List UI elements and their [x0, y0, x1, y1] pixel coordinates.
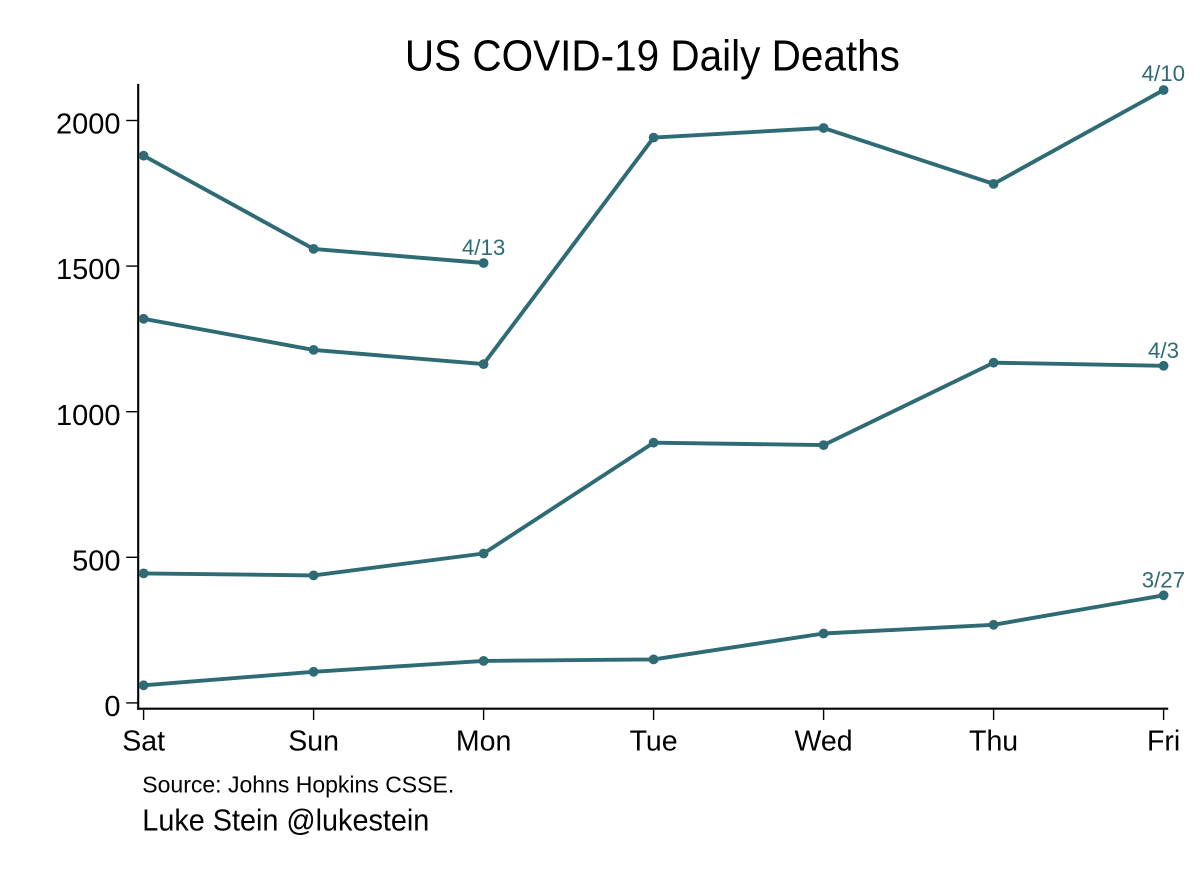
svg-text:1000: 1000 — [56, 400, 121, 432]
svg-text:Thu: Thu — [969, 725, 1018, 757]
svg-text:Mon: Mon — [456, 725, 511, 757]
svg-text:Wed: Wed — [795, 725, 853, 757]
svg-text:US COVID-19 Daily Deaths: US COVID-19 Daily Deaths — [405, 32, 900, 81]
svg-text:Sun: Sun — [288, 725, 339, 757]
svg-text:4/13: 4/13 — [462, 235, 505, 260]
svg-text:0: 0 — [104, 691, 120, 723]
svg-text:Tue: Tue — [630, 725, 678, 757]
svg-text:Sat: Sat — [122, 725, 165, 757]
svg-text:3/27: 3/27 — [1142, 567, 1185, 592]
svg-text:Fri: Fri — [1147, 725, 1180, 757]
svg-text:2000: 2000 — [56, 109, 121, 141]
svg-text:4/10: 4/10 — [1142, 61, 1185, 86]
svg-text:4/3: 4/3 — [1148, 338, 1179, 363]
svg-text:Luke Stein @lukestein: Luke Stein @lukestein — [142, 804, 429, 838]
svg-text:Source: Johns Hopkins CSSE.: Source: Johns Hopkins CSSE. — [142, 771, 454, 797]
svg-text:1500: 1500 — [56, 254, 121, 286]
svg-text:500: 500 — [72, 545, 120, 577]
